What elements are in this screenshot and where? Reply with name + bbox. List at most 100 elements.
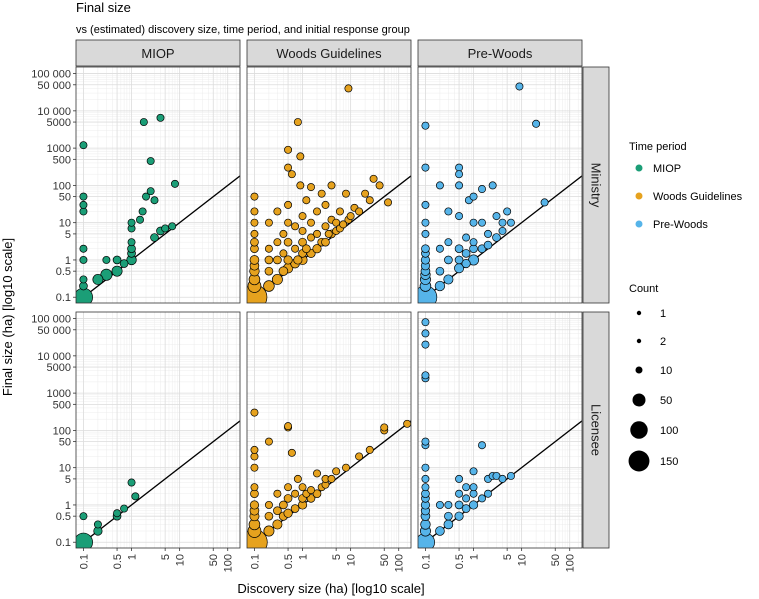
size-legend-label: 50 bbox=[660, 395, 672, 407]
data-point bbox=[302, 196, 311, 205]
data-point bbox=[506, 218, 515, 227]
legend-label: MIOP bbox=[653, 163, 681, 175]
data-point bbox=[307, 183, 315, 192]
x-tick-label: 100 bbox=[394, 554, 406, 572]
data-point bbox=[250, 218, 259, 227]
data-point bbox=[421, 483, 430, 492]
facet-strip-column bbox=[75, 39, 241, 67]
y-tick-label: 10 bbox=[59, 463, 71, 475]
data-point bbox=[93, 520, 102, 529]
data-point bbox=[250, 408, 259, 417]
data-point bbox=[79, 200, 88, 209]
data-point bbox=[79, 141, 88, 150]
x-tick-label: 10 bbox=[517, 554, 529, 566]
y-tick-label: 100 000 bbox=[31, 314, 71, 326]
data-point bbox=[293, 255, 303, 265]
data-point bbox=[302, 244, 311, 254]
data-point bbox=[435, 500, 444, 509]
data-point bbox=[138, 207, 147, 216]
data-point bbox=[435, 244, 444, 253]
data-point bbox=[421, 474, 430, 483]
data-point bbox=[462, 233, 471, 242]
legend-label: Pre-Woods bbox=[653, 219, 708, 231]
data-point bbox=[273, 506, 282, 516]
color-legend-title: Time period bbox=[629, 141, 687, 153]
size-legend-label: 100 bbox=[660, 425, 678, 437]
data-point bbox=[492, 212, 501, 221]
data-point bbox=[498, 474, 507, 483]
y-tick-label: 1000 bbox=[47, 143, 71, 155]
data-point bbox=[278, 266, 289, 276]
x-tick-label: 10 bbox=[346, 554, 358, 566]
data-point bbox=[478, 441, 486, 450]
data-point bbox=[421, 229, 430, 238]
data-point bbox=[264, 437, 273, 446]
data-point bbox=[264, 255, 274, 265]
data-point bbox=[264, 511, 274, 521]
size-legend-label: 2 bbox=[660, 336, 666, 348]
panel-border bbox=[417, 311, 583, 549]
x-tick-label: 0.1 bbox=[249, 554, 261, 569]
y-tick-label: 50 bbox=[59, 192, 71, 204]
data-point bbox=[421, 329, 430, 338]
y-axis-title: Final size (ha) [log10 scale] bbox=[0, 238, 15, 396]
data-point bbox=[342, 189, 350, 198]
data-point bbox=[455, 489, 464, 498]
data-point bbox=[150, 233, 159, 242]
x-tick-label: 0.1 bbox=[420, 554, 432, 569]
data-point bbox=[469, 192, 478, 201]
x-tick-label: 1 bbox=[469, 554, 481, 560]
data-point bbox=[515, 82, 524, 91]
facet-row-label: Licensee bbox=[589, 404, 604, 456]
data-point bbox=[443, 274, 454, 285]
data-point bbox=[284, 145, 293, 154]
y-tick-label: 100 000 bbox=[31, 69, 71, 81]
x-tick-label: 10 bbox=[175, 554, 187, 566]
data-point bbox=[403, 419, 411, 428]
data-point bbox=[250, 483, 259, 492]
data-point bbox=[444, 255, 453, 265]
data-point bbox=[478, 494, 486, 503]
x-tick-label: 5 bbox=[331, 554, 343, 560]
data-point bbox=[455, 474, 464, 483]
data-point bbox=[461, 504, 471, 513]
size-legend-key bbox=[630, 421, 648, 439]
data-point bbox=[287, 448, 296, 457]
data-point bbox=[250, 229, 259, 238]
y-tick-label: 5000 bbox=[47, 117, 71, 129]
y-tick-label: 1 bbox=[65, 255, 71, 267]
gridlines bbox=[76, 312, 240, 548]
data-point bbox=[375, 181, 384, 190]
reference-line bbox=[76, 420, 240, 548]
data-point bbox=[79, 255, 88, 264]
data-point bbox=[421, 200, 430, 209]
data-point bbox=[112, 255, 122, 265]
facet-row-label: Ministry bbox=[589, 163, 604, 208]
data-point bbox=[79, 192, 88, 201]
data-point bbox=[434, 280, 446, 292]
data-point bbox=[443, 519, 454, 530]
data-point bbox=[312, 489, 322, 499]
y-tick-label: 500 bbox=[53, 399, 71, 411]
data-point bbox=[327, 474, 336, 483]
data-point bbox=[264, 266, 274, 276]
y-tick-label: 100 bbox=[53, 180, 71, 192]
data-point bbox=[284, 483, 293, 492]
y-tick-label: 5 bbox=[65, 474, 71, 486]
chart-subtitle: vs (estimated) discovery size, time peri… bbox=[76, 24, 410, 36]
data-point bbox=[142, 192, 150, 201]
data-point bbox=[461, 249, 471, 258]
data-point bbox=[455, 170, 464, 179]
data-point bbox=[156, 113, 165, 122]
data-point bbox=[119, 259, 129, 268]
data-point bbox=[462, 494, 471, 503]
x-tick-label: 100 bbox=[223, 554, 235, 572]
data-point bbox=[444, 238, 453, 247]
y-tick-label: 500 bbox=[53, 154, 71, 166]
x-tick-label: 0.5 bbox=[112, 554, 124, 569]
panel-border bbox=[246, 311, 412, 549]
data-point bbox=[503, 207, 512, 216]
data-point bbox=[171, 179, 179, 188]
size-legend-label: 1 bbox=[660, 308, 666, 320]
